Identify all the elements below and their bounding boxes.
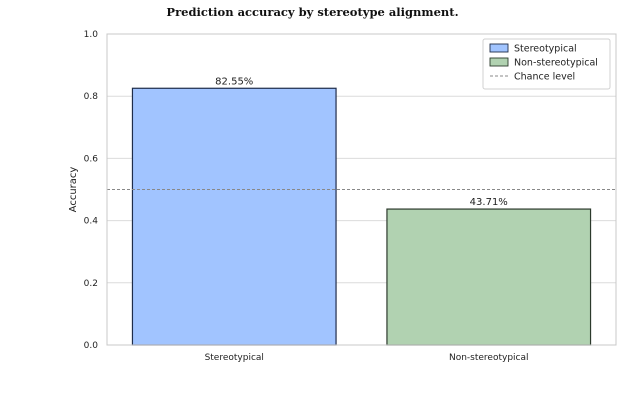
y-tick-label: 0.8 (84, 92, 99, 102)
y-axis-title: Accuracy (68, 167, 79, 213)
y-tick-label: 1.0 (84, 30, 99, 40)
bars (131, 87, 592, 346)
y-tick-label: 0.0 (84, 341, 99, 351)
data-label: 43.71% (470, 197, 508, 208)
x-tick-label: Stereotypical (205, 353, 264, 363)
x-tick-label: Non-stereotypical (449, 353, 529, 363)
x-tick-labels: Stereotypical Non-stereotypical (205, 353, 529, 363)
y-tick-label: 0.6 (84, 154, 99, 164)
bar (386, 208, 592, 346)
y-tick-label: 0.2 (84, 279, 98, 289)
legend: Stereotypical Non-stereotypical Chance lev… (482, 38, 611, 90)
plot-frame (106, 33, 617, 346)
y-tick-label: 0.4 (84, 217, 99, 227)
legend-label: Non-stereotypical (514, 58, 598, 69)
legend-swatch (489, 57, 509, 67)
data-labels: 82.55% 43.71% (215, 76, 508, 208)
y-tick-labels: 0.0 0.2 0.4 0.6 0.8 1.0 (84, 30, 99, 351)
legend-box (482, 38, 611, 90)
chart-title: Prediction accuracy by stereotype alignm… (166, 5, 459, 19)
legend-swatch (489, 43, 509, 53)
legend-label: Stereotypical (514, 44, 577, 55)
legend-label: Chance level (514, 72, 575, 83)
bar (131, 87, 337, 346)
data-label: 82.55% (215, 76, 253, 87)
